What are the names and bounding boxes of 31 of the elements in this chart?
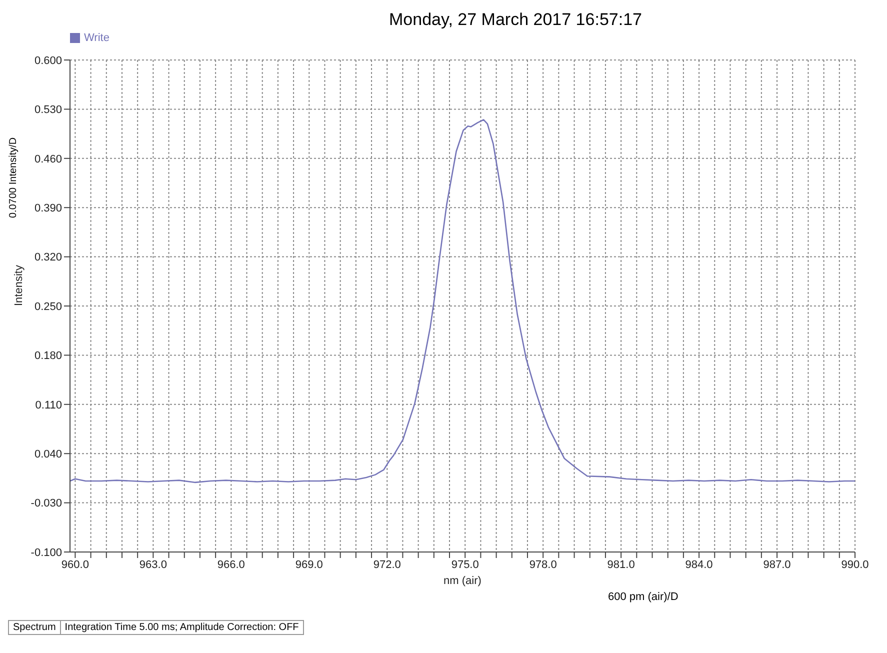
x-tick-label: 987.0: [763, 558, 791, 571]
y-tick-label: 0.390: [34, 202, 62, 215]
y-tick-label: 0.320: [34, 252, 62, 264]
x-tick-label: 978.0: [529, 558, 557, 571]
y-tick-label: 0.180: [34, 350, 62, 362]
y-tick-label: -0.030: [30, 498, 62, 510]
x-tick-label: 966.0: [217, 558, 245, 571]
text: Integration Time 5.00 ms; Amplitude Correction: OFF: [60, 620, 304, 635]
y-tick-label: 0.600: [34, 54, 62, 67]
y-axis-title: Intensity: [12, 264, 25, 306]
y-tick-label: 0.530: [34, 104, 62, 116]
text: 0.0700 Intensity/D: [8, 137, 19, 218]
y-tick-label: 0.040: [34, 448, 62, 461]
x-tick-label: 984.0: [685, 558, 713, 571]
x-tick-label: 990.0: [841, 558, 869, 571]
text: Spectrum: [8, 620, 61, 635]
x-tick-label: 972.0: [373, 558, 401, 571]
text: 600 pm (air)/D: [608, 591, 678, 603]
line-series: [70, 119, 855, 484]
x-tick-label: 981.0: [607, 558, 635, 571]
chart-title: Monday, 27 March 2017 16:57:17: [388, 10, 643, 30]
x-tick-label: 960.0: [61, 558, 89, 571]
y-tick-label: -0.100: [30, 546, 62, 559]
x-tick-label: 975.0: [451, 558, 479, 571]
y-tick-label: 0.460: [34, 153, 62, 166]
x-axis-title: nm (air): [444, 575, 482, 587]
x-tick-label: 969.0: [295, 558, 323, 571]
y-tick-label: 0.250: [34, 300, 62, 313]
y-tick-label: 0.110: [35, 399, 62, 412]
legend-label: Write: [84, 32, 110, 44]
x-tick-label: 963.0: [139, 558, 167, 571]
